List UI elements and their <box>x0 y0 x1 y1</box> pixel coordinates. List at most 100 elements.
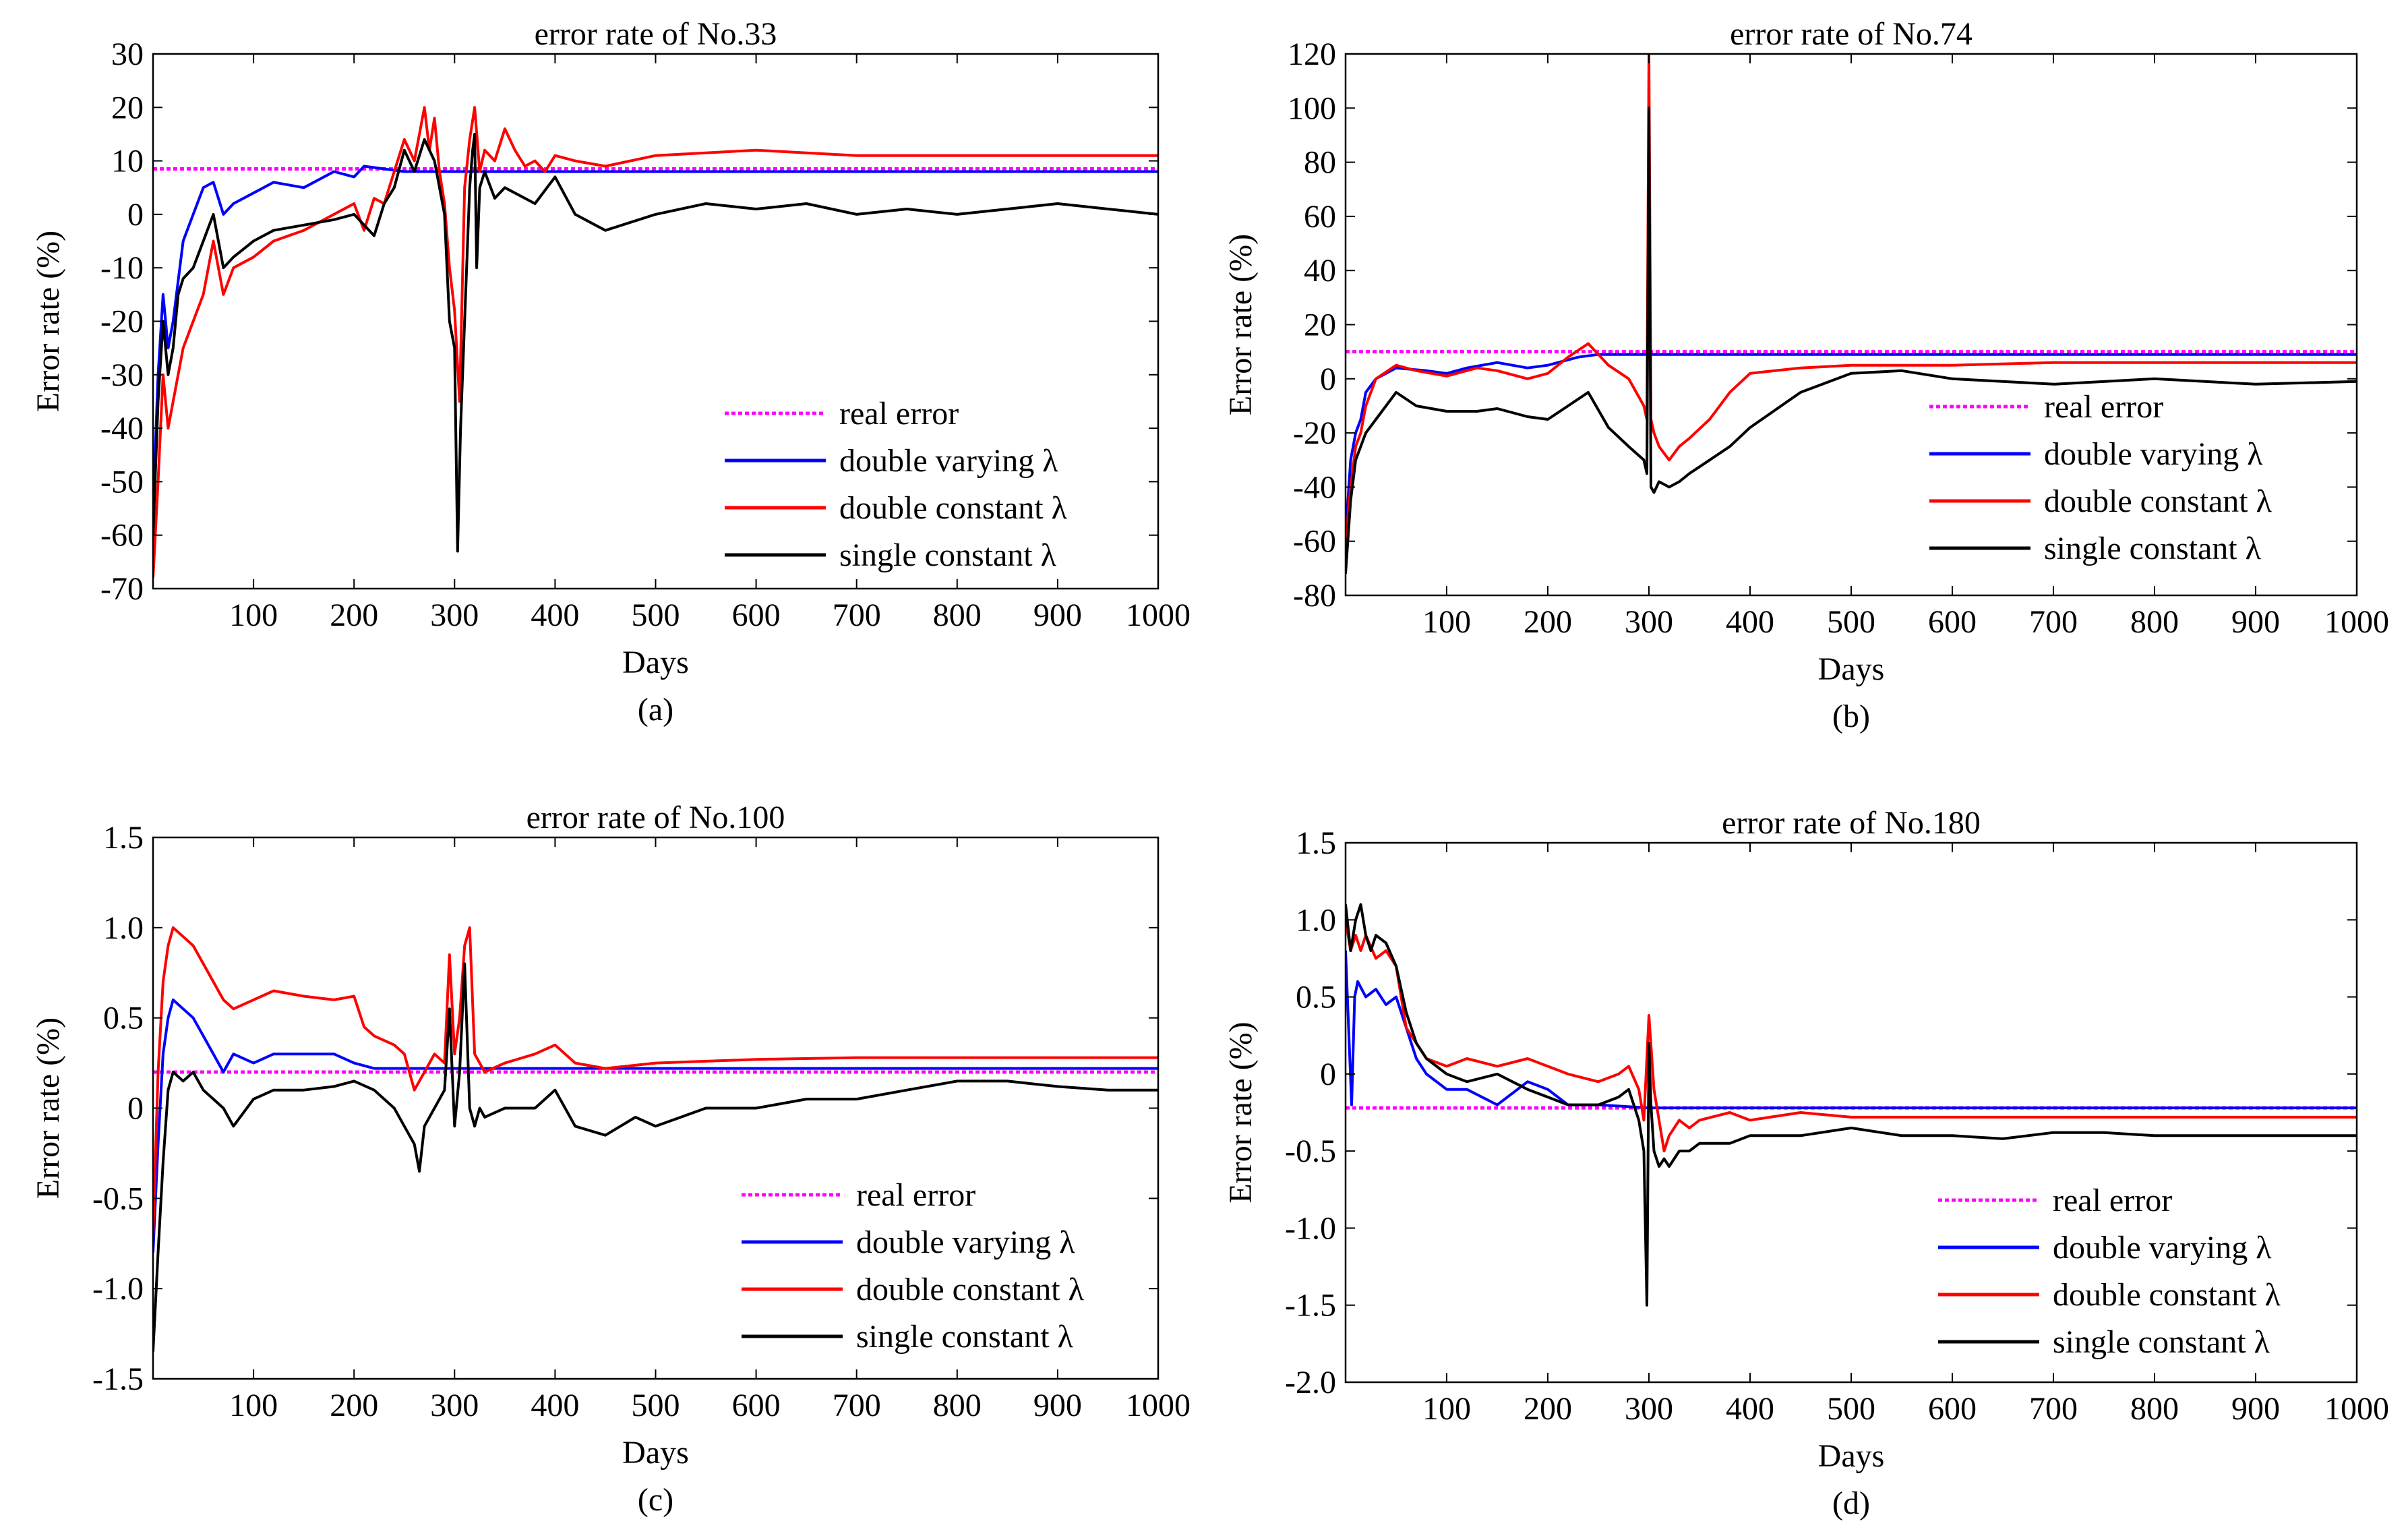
y-tick-label: -20 <box>1293 415 1336 451</box>
x-tick-label: 900 <box>2231 1391 2280 1427</box>
x-tick-label: 400 <box>1726 1391 1774 1427</box>
x-tick-label: 600 <box>1928 1391 1977 1427</box>
y-tick-label: 0 <box>1320 1057 1336 1092</box>
x-tick-label: 400 <box>531 1388 579 1423</box>
y-tick-label: -70 <box>100 571 144 607</box>
legend-label-single_constant: single constant λ <box>2053 1324 2270 1360</box>
chart-title: error rate of No.33 <box>535 16 777 52</box>
y-tick-label: -60 <box>100 518 144 554</box>
chart-panel-1: 100 200 300 400 500 600 700 800 900 1000-70-60-50… <box>30 16 1191 728</box>
legend-label-real_error: real error <box>856 1177 975 1213</box>
panel-label: (b) <box>1832 699 1870 734</box>
series-line-double_constant <box>153 926 1158 1235</box>
series-line-single_constant <box>153 962 1158 1352</box>
panel-label: (d) <box>1832 1485 1870 1521</box>
legend-label-double_constant: double constant λ <box>856 1272 1085 1307</box>
x-tick-label: 100 <box>1422 604 1471 640</box>
legend-label-double_constant: double constant λ <box>2053 1277 2281 1313</box>
legend: real error double varying λ double constan… <box>1929 389 2272 566</box>
chart-title: error rate of No.100 <box>526 800 785 835</box>
x-tick-label: 200 <box>1524 604 1572 640</box>
x-axis-label: Days <box>622 645 689 680</box>
y-axis-label: Error rate (%) <box>30 231 66 412</box>
x-tick-label: 300 <box>1625 1391 1673 1427</box>
series-line-double_constant <box>153 106 1158 579</box>
x-axis-label: Days <box>1818 651 1885 687</box>
panel-label: (c) <box>638 1482 673 1518</box>
x-tick-label: 200 <box>1524 1391 1572 1427</box>
y-tick-label: 20 <box>1304 307 1336 343</box>
x-axis-label: Days <box>622 1435 689 1471</box>
legend: real error double varying λ double constan… <box>725 396 1068 573</box>
y-tick-label: 60 <box>1304 199 1336 235</box>
x-tick-label: 800 <box>2130 604 2179 640</box>
x-tick-label: 500 <box>1827 604 1875 640</box>
y-tick-label: 0.5 <box>103 1001 144 1036</box>
y-tick-label: 1.5 <box>103 820 144 856</box>
chart-panel-2: 100 200 300 400 500 600 700 800 900 1000-80-60-40… <box>1223 16 2389 734</box>
x-tick-label: 200 <box>330 1388 378 1423</box>
x-tick-label: 700 <box>833 1388 881 1423</box>
legend-label-double_varying: double varying λ <box>839 443 1058 479</box>
legend-label-double_varying: double varying λ <box>856 1224 1075 1260</box>
series-line-single_constant <box>153 133 1158 553</box>
x-tick-label: 700 <box>833 597 881 633</box>
x-tick-label: 700 <box>2029 604 2078 640</box>
x-tick-label: 500 <box>632 597 680 633</box>
x-tick-label: 300 <box>1625 604 1673 640</box>
panel-label: (a) <box>638 692 673 728</box>
y-tick-label: -10 <box>100 250 144 286</box>
y-tick-label: -0.5 <box>1285 1133 1336 1169</box>
x-tick-label: 200 <box>330 597 378 633</box>
legend-label-single_constant: single constant λ <box>2044 531 2262 566</box>
y-tick-label: 120 <box>1288 36 1336 72</box>
y-tick-label: -2.0 <box>1285 1365 1336 1400</box>
x-tick-label: 800 <box>2130 1391 2179 1427</box>
y-tick-label: -20 <box>100 304 144 340</box>
x-tick-label: 600 <box>732 597 781 633</box>
y-tick-label: -30 <box>100 357 144 393</box>
y-axis-label: Error rate (%) <box>1223 234 1259 415</box>
x-tick-label: 900 <box>1033 1388 1082 1423</box>
x-tick-label: 300 <box>430 597 479 633</box>
x-tick-label: 900 <box>1033 597 1082 633</box>
chart-panel-3: 100 200 300 400 500 600 700 800 900 1000 -1.5 -1.0 -… <box>30 800 1191 1518</box>
x-axis-label: Days <box>1818 1438 1885 1474</box>
legend-label-double_constant: double constant λ <box>2044 483 2272 519</box>
legend-label-double_varying: double varying λ <box>2044 436 2263 472</box>
x-tick-label: 800 <box>933 597 982 633</box>
legend-label-double_varying: double varying λ <box>2053 1230 2272 1266</box>
series-line-double_constant <box>1346 54 2357 541</box>
legend: real error double varying λ double constan… <box>742 1177 1085 1355</box>
y-tick-label: -60 <box>1293 524 1336 560</box>
legend-label-single_constant: single constant λ <box>839 537 1057 573</box>
series-line-single_constant <box>1346 107 2357 574</box>
y-tick-label: 0 <box>127 1091 144 1127</box>
y-tick-label: -0.5 <box>92 1181 144 1216</box>
x-tick-label: 900 <box>2231 604 2280 640</box>
series-line-double_varying <box>153 998 1158 1253</box>
legend-label-real_error: real error <box>2044 389 2163 425</box>
y-tick-label: -50 <box>100 464 144 500</box>
y-tick-label: -1.5 <box>1285 1288 1336 1324</box>
x-tick-label: 100 <box>229 597 278 633</box>
series-line-double_varying <box>1346 353 2357 536</box>
chart-title: error rate of No.74 <box>1730 16 1973 52</box>
y-tick-label: 1.0 <box>103 910 144 946</box>
x-tick-label: 400 <box>531 597 579 633</box>
y-tick-label: 20 <box>111 90 144 125</box>
y-tick-label: 1.5 <box>1296 825 1336 861</box>
x-tick-label: 500 <box>1827 1391 1875 1427</box>
x-tick-label: 400 <box>1726 604 1774 640</box>
x-tick-label: 300 <box>430 1388 479 1423</box>
legend-label-real_error: real error <box>839 396 959 432</box>
series-line-double_varying <box>153 165 1158 509</box>
chart-title: error rate of No.180 <box>1722 805 1981 841</box>
legend-label-double_constant: double constant λ <box>839 490 1068 526</box>
x-tick-label: 700 <box>2029 1391 2078 1427</box>
x-tick-label: 500 <box>632 1388 680 1423</box>
y-tick-label: -80 <box>1293 578 1336 614</box>
series-line-single_constant <box>1346 903 2357 1307</box>
x-tick-label: 1000 <box>2324 604 2389 640</box>
